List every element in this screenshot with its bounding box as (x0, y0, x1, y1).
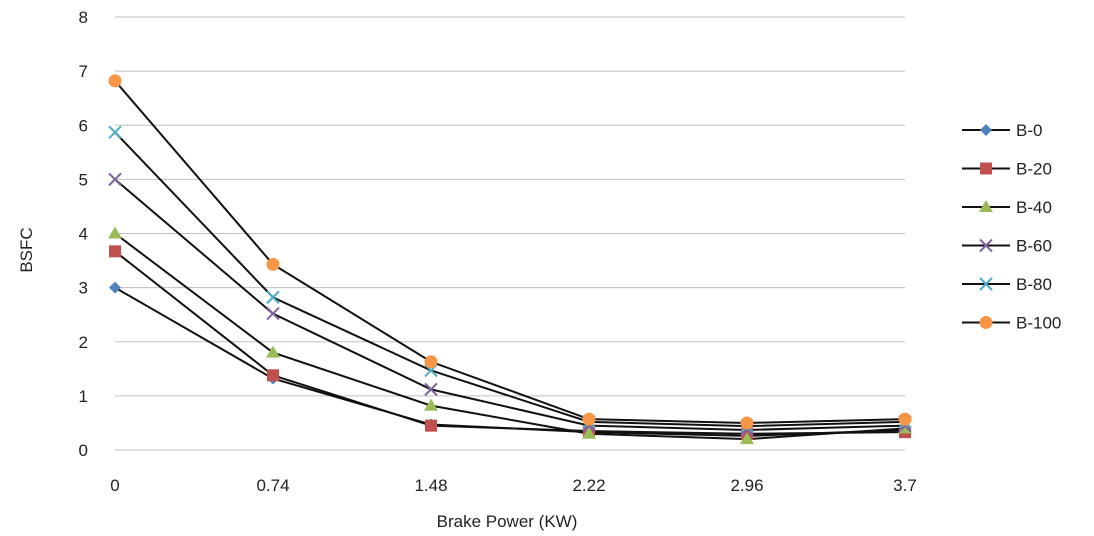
legend-marker-b-20 (980, 162, 992, 175)
y-tick-label: 1 (79, 387, 88, 406)
series-line-b-0 (114, 286, 906, 437)
series-line-b-20 (114, 250, 906, 435)
data-point-b-100-1 (266, 257, 280, 271)
series-line-b-60 (114, 178, 906, 431)
x-tick-label: 0 (110, 476, 119, 495)
data-point-b-20-1 (267, 369, 279, 382)
series-line-b-100 (114, 80, 906, 424)
data-point-b-40-4 (740, 432, 754, 445)
series-line-b-80 (114, 131, 906, 428)
data-point-b-20-0 (109, 245, 121, 258)
y-tick-label: 0 (79, 441, 88, 460)
data-point-b-100-4 (740, 416, 754, 430)
data-point-b-60-0 (108, 172, 122, 187)
legend-marker-b-40 (979, 200, 993, 212)
y-tick-label: 4 (79, 225, 88, 244)
y-tick-label: 7 (79, 62, 88, 81)
data-point-b-100-0 (108, 74, 122, 88)
data-point-b-40-0 (108, 226, 122, 239)
y-axis-title: BSFC (17, 227, 36, 272)
legend-label-b-60: B-60 (1016, 237, 1052, 256)
data-point-b-40-1 (266, 345, 280, 358)
y-tick-label: 5 (79, 170, 88, 189)
legend-label-b-0: B-0 (1016, 121, 1042, 140)
y-tick-label: 2 (79, 333, 88, 352)
series-line-b-40 (114, 232, 906, 441)
legend-marker-b-60 (979, 238, 993, 253)
x-tick-label: 3.7 (893, 476, 917, 495)
x-tick-label: 1.48 (414, 476, 447, 495)
series-markers (108, 74, 912, 445)
x-tick-label: 0.74 (256, 476, 289, 495)
y-tick-label: 3 (79, 279, 88, 298)
legend-label-b-80: B-80 (1016, 275, 1052, 294)
y-tick-label: 6 (79, 116, 88, 135)
x-tick-label: 2.96 (730, 476, 763, 495)
y-tick-label: 8 (79, 8, 88, 27)
x-tick-labels: 0 0.74 1.48 2.22 2.96 3.7 (110, 476, 917, 495)
data-point-b-60-1 (266, 306, 280, 321)
data-point-b-80-0 (108, 125, 122, 139)
data-point-b-40-2 (424, 398, 438, 411)
data-point-b-40-3 (582, 426, 596, 439)
legend-marker-b-100 (979, 316, 993, 329)
data-point-b-100-2 (424, 355, 438, 369)
legend-label-b-40: B-40 (1016, 198, 1052, 217)
legend-marker-b-0 (980, 124, 992, 136)
series-lines (114, 80, 906, 441)
y-tick-labels: 0 1 2 3 4 5 6 7 8 (79, 8, 88, 460)
legend-label-b-20: B-20 (1016, 160, 1052, 179)
gridlines (115, 16, 905, 451)
x-tick-label: 2.22 (572, 476, 605, 495)
data-point-b-100-5 (898, 412, 912, 426)
data-point-b-60-2 (424, 382, 438, 397)
data-point-b-100-3 (582, 412, 596, 426)
data-point-b-0-0 (109, 281, 121, 294)
legend: B-0 B-20 B-40 B-60 B-80 B-100 (962, 121, 1061, 333)
legend-marker-b-80 (979, 277, 993, 291)
data-point-b-20-2 (425, 419, 437, 432)
data-point-b-80-1 (266, 290, 280, 305)
x-axis-title: Brake Power (KW) (437, 512, 578, 531)
legend-label-b-100: B-100 (1016, 314, 1061, 333)
